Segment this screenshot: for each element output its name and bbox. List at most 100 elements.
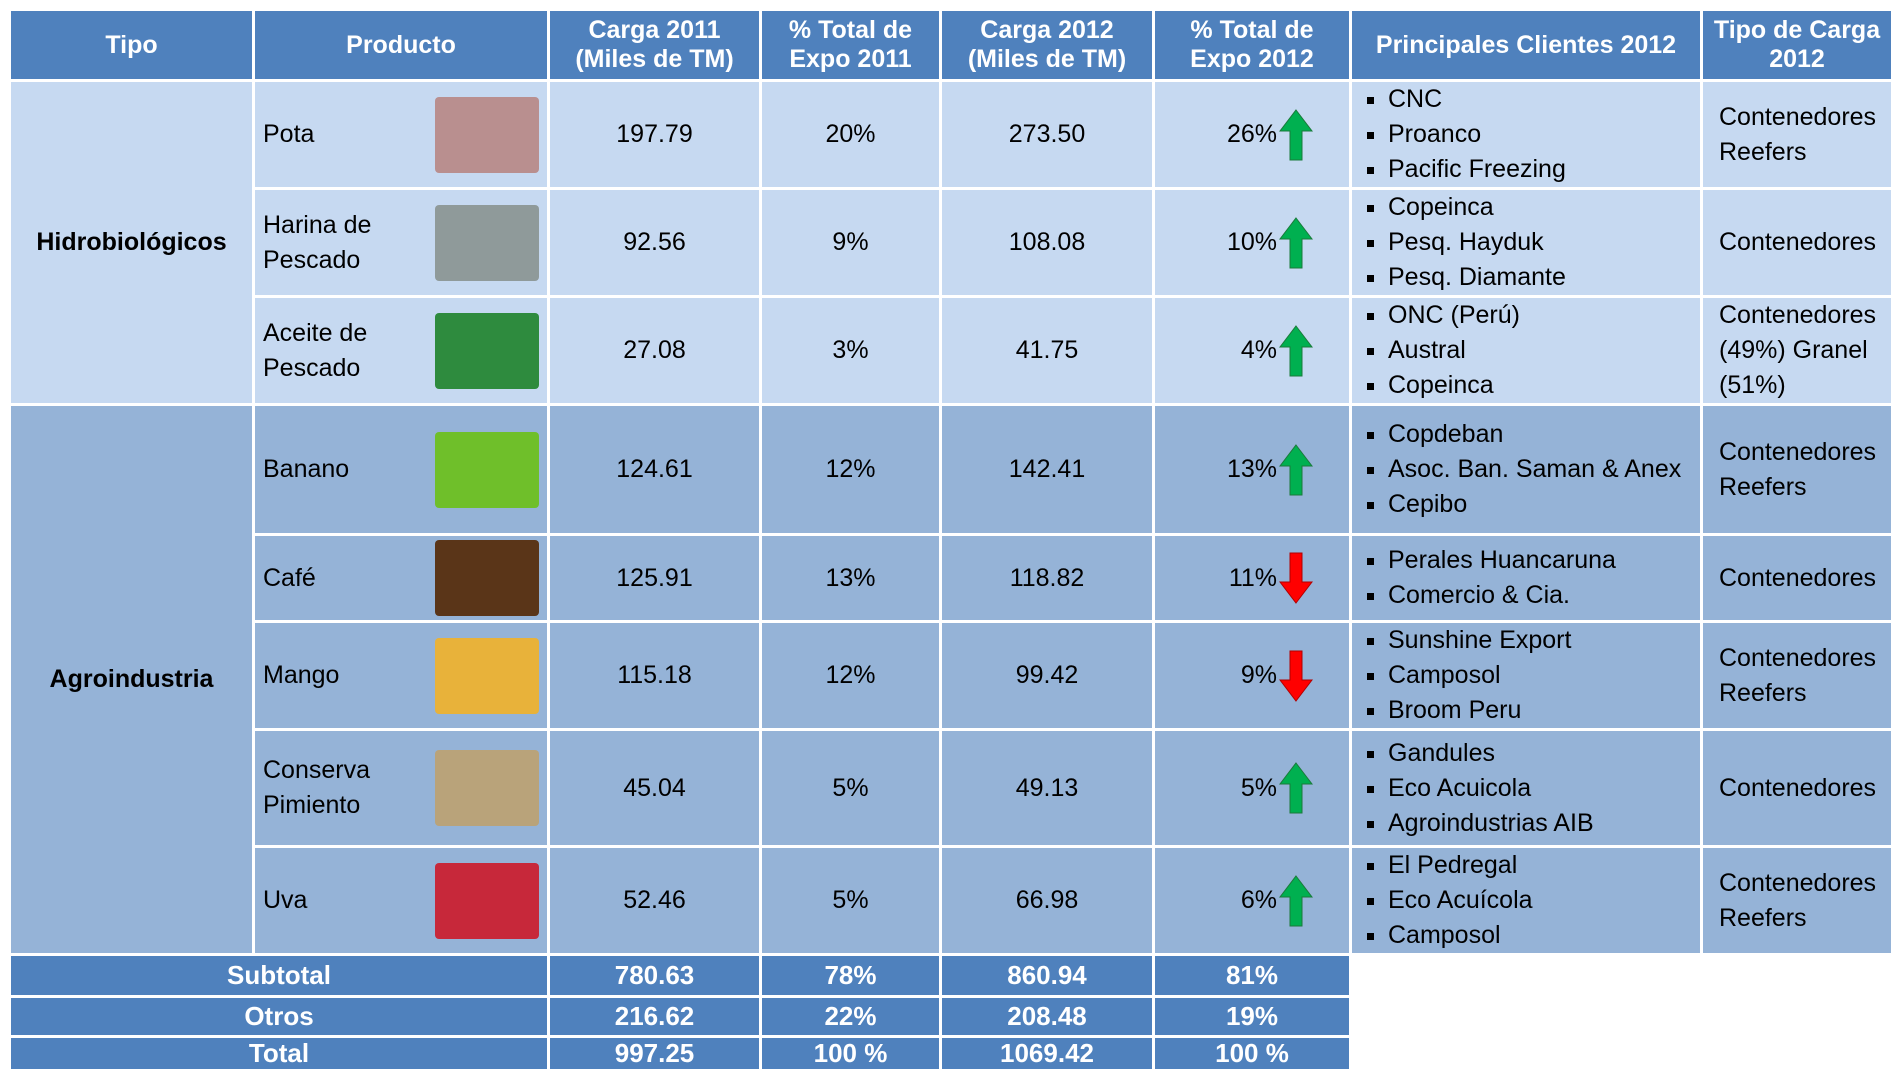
tipo-carga: Contenedores xyxy=(1700,533,1894,623)
product-name: Café xyxy=(263,563,316,592)
summary-value: 100 % xyxy=(759,1035,942,1072)
pct-2012: 9% xyxy=(1240,661,1277,689)
client: Eco Acuicola xyxy=(1388,771,1692,806)
pct-2012-cell: 6% xyxy=(1152,845,1352,956)
header-cell: Carga 2011 (Miles de TM) xyxy=(547,8,762,82)
product-image xyxy=(435,312,539,389)
clients-cell: GandulesEco AcuicolaAgroindustrias AIB xyxy=(1349,728,1703,848)
blank xyxy=(1350,1036,1893,1071)
summary-value: 81% xyxy=(1152,953,1352,998)
summary-value: 860.94 xyxy=(939,953,1155,998)
summary-label: Otros xyxy=(8,995,550,1038)
clients-list: Perales HuancarunaComercio & Cia. xyxy=(1360,543,1692,613)
clients-cell: CopeincaPesq. HaydukPesq. Diamante xyxy=(1349,187,1703,298)
product-wrap: Banano xyxy=(263,431,539,508)
pct-2012: 10% xyxy=(1226,228,1277,256)
client: Gandules xyxy=(1388,736,1692,771)
product-wrap: Aceite de Pescado xyxy=(263,312,539,389)
product-image xyxy=(435,431,539,508)
trend-arrow xyxy=(1279,552,1313,604)
client: Camposol xyxy=(1388,918,1692,952)
tipo-carga: Contenedores (49%) Granel (51%) xyxy=(1700,295,1894,406)
summary-value: 208.48 xyxy=(939,995,1155,1038)
product-name: Banano xyxy=(263,455,350,483)
header-cell: Principales Clientes 2012 xyxy=(1349,8,1703,82)
clients-cell: El PedregalEco AcuícolaCamposol xyxy=(1349,845,1703,956)
product-image xyxy=(435,204,539,281)
pct-wrap: 13% xyxy=(1226,443,1313,496)
tipo-carga: Contenedores Reefers xyxy=(1700,403,1894,536)
carga-2011: 125.91 xyxy=(547,533,762,623)
summary-row: Otros 216.62 22% 208.48 19% xyxy=(8,995,1893,1038)
client: Sunshine Export xyxy=(1388,625,1692,659)
tipo-carga: Contenedores Reefers xyxy=(1700,620,1894,731)
arrow-shape xyxy=(1279,216,1313,268)
header-cell: Tipo xyxy=(8,8,255,82)
pct-2011: 5% xyxy=(759,845,942,956)
summary-value: 1069.42 xyxy=(939,1035,1155,1072)
trend-arrow xyxy=(1279,874,1313,926)
data-row: Uva 52.465%66.98 6% El PedregalEco Acuícola… xyxy=(10,845,1894,956)
tipo-carga: Contenedores xyxy=(1700,728,1894,848)
client: Camposol xyxy=(1388,658,1692,693)
pct-2012: 13% xyxy=(1226,455,1277,483)
pct-2012: 4% xyxy=(1240,336,1277,364)
product-wrap: Conserva Pimiento xyxy=(263,750,539,826)
summary-value: 22% xyxy=(759,995,942,1038)
client: Cepibo xyxy=(1388,487,1692,522)
client: Pesq. Diamante xyxy=(1388,260,1692,294)
clients-cell: ONC (Perú)AustralCopeinca xyxy=(1349,295,1703,406)
client: Copeinca xyxy=(1388,192,1692,226)
product-cell: Uva xyxy=(252,845,550,956)
blank xyxy=(1350,996,1893,1037)
data-row: AgroindustriaBanano124.6112%142.4113%Cop… xyxy=(8,403,1894,956)
tipo-carga: Contenedores Reefers xyxy=(1700,845,1894,956)
pct-2012-cell: 9% xyxy=(1152,620,1352,731)
carga-2012: 142.41 xyxy=(939,403,1155,536)
carga-2012: 99.42 xyxy=(939,620,1155,731)
client: Broom Peru xyxy=(1388,693,1692,727)
summary-label: Total xyxy=(8,1035,550,1072)
pct-2012-cell: 11% xyxy=(1152,533,1352,623)
arrow-shape xyxy=(1279,650,1313,702)
arrow-shape xyxy=(1279,443,1313,495)
summary-value: 19% xyxy=(1152,995,1352,1038)
arrow-shape xyxy=(1279,552,1313,604)
product-cell: Banano xyxy=(252,403,550,536)
product-name: Aceite de Pescado xyxy=(263,318,368,382)
carga-2011: 197.79 xyxy=(547,79,762,190)
client: El Pedregal xyxy=(1388,850,1692,884)
arrow-shape xyxy=(1279,108,1313,160)
trend-arrow xyxy=(1279,108,1313,160)
carga-2011: 27.08 xyxy=(547,295,762,406)
product-wrap: Pota xyxy=(263,96,539,173)
arrow-shape xyxy=(1279,874,1313,926)
pct-2012: 6% xyxy=(1240,886,1277,914)
clients-list: GandulesEco AcuicolaAgroindustrias AIB xyxy=(1360,736,1692,841)
client: Proanco xyxy=(1388,117,1692,152)
client: Copeinca xyxy=(1388,368,1692,402)
tipo-carga: Contenedores xyxy=(1700,187,1894,298)
trend-arrow xyxy=(1279,443,1313,495)
pct-2011: 12% xyxy=(759,620,942,731)
product-image xyxy=(435,540,539,616)
tipo-cell: Hidrobiológicos xyxy=(8,79,255,406)
trend-arrow xyxy=(1279,650,1313,702)
header-cell: Carga 2012 (Miles de TM) xyxy=(939,8,1155,82)
summary-row: Total 997.25 100 % 1069.42 100 % xyxy=(8,1035,1893,1072)
product-name: Pota xyxy=(263,120,315,148)
product-image xyxy=(435,750,539,826)
summary-value: 216.62 xyxy=(547,995,762,1038)
pct-2012-cell: 26% xyxy=(1152,79,1352,190)
carga-2012: 118.82 xyxy=(939,533,1155,623)
pct-wrap: 4% xyxy=(1240,324,1313,377)
client: Copdeban xyxy=(1388,417,1692,452)
product-name: Conserva Pimiento xyxy=(263,756,370,819)
pct-2012-cell: 13% xyxy=(1152,403,1352,536)
clients-cell: Perales HuancarunaComercio & Cia. xyxy=(1349,533,1703,623)
product-wrap: Mango xyxy=(263,637,539,714)
pct-2011: 20% xyxy=(759,79,942,190)
